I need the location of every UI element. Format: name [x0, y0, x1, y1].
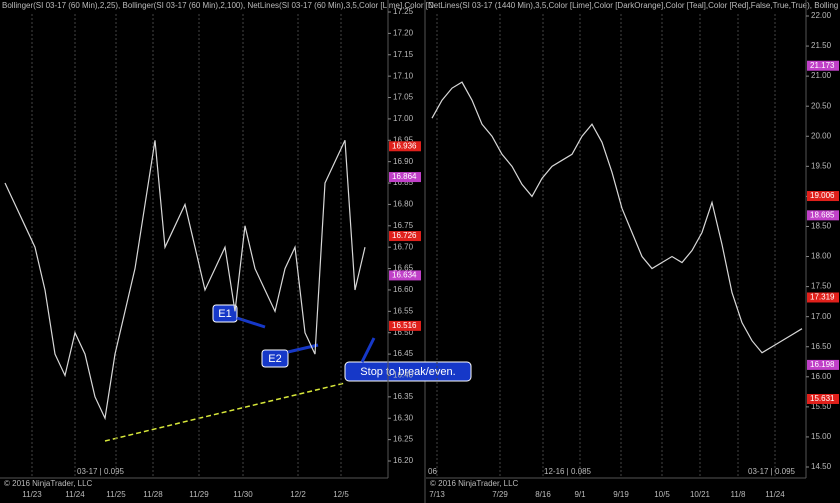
price-level-label: 16.864 [392, 172, 417, 181]
y-tick-label: 16.45 [393, 349, 414, 358]
price-level-box [807, 60, 839, 71]
y-tick-label: 15.00 [811, 432, 832, 441]
x-tick-label: 12/5 [333, 490, 349, 499]
x-tick-label: 9/1 [574, 490, 586, 499]
y-tick-label: 16.75 [393, 221, 414, 230]
y-tick-label: 16.25 [393, 435, 414, 444]
y-tick-label: 20.00 [811, 131, 832, 140]
price-line [4, 140, 366, 421]
y-tick-label: 16.95 [393, 135, 414, 144]
annotation-arrow [287, 343, 319, 354]
annotation-box [344, 361, 472, 382]
price-level-label: 17.319 [810, 293, 835, 302]
y-tick-label: 16.50 [393, 328, 414, 337]
y-tick-label: 21.50 [811, 41, 832, 50]
y-tick-label: 16.60 [393, 285, 414, 294]
x-tick-label: 10/5 [654, 490, 670, 499]
price-level-label: 16.936 [392, 141, 417, 150]
y-tick-label: 14.50 [811, 462, 832, 471]
price-level-label: 15.631 [810, 394, 835, 403]
y-tick-label: 16.30 [393, 413, 414, 422]
price-level-box [807, 210, 839, 221]
instrument-info: 06 [428, 467, 437, 476]
x-tick-label: 7/29 [492, 490, 508, 499]
x-tick-label: 11/29 [189, 490, 209, 499]
pane-header: NetLines(SI 03-17 (1440 Min),3,5,Color [… [428, 1, 838, 10]
price-level-label: 16.634 [392, 271, 417, 280]
annotation: Stop to break/even. [360, 366, 455, 378]
y-tick-label: 17.20 [393, 28, 414, 37]
y-tick-label: 16.35 [393, 392, 414, 401]
x-tick-label: 11/8 [731, 490, 747, 499]
annotation: E2 [268, 353, 281, 365]
y-tick-label: 15.50 [811, 402, 832, 411]
x-tick-label: 11/24 [65, 490, 85, 499]
x-tick-label: 11/25 [106, 490, 126, 499]
price-level-box [807, 191, 839, 202]
y-tick-label: 16.85 [393, 178, 414, 187]
y-tick-label: 17.00 [393, 114, 414, 123]
y-tick-label: 17.25 [393, 7, 414, 16]
x-tick-label: 11/24 [765, 490, 785, 499]
price-level-box [807, 393, 839, 404]
instrument-info: 12-16 | 0.085 [544, 467, 592, 476]
y-tick-label: 16.65 [393, 264, 414, 273]
pane-header: Bollinger(SI 03-17 (60 Min),2,25), Bolli… [2, 1, 434, 10]
x-tick-label: 12/2 [290, 490, 306, 499]
y-tick-label: 16.20 [393, 456, 414, 465]
annotation: E1 [218, 308, 231, 320]
y-tick-label: 18.50 [811, 222, 832, 231]
y-tick-label: 16.70 [393, 242, 414, 251]
price-level-box [389, 172, 421, 183]
y-tick-label: 19.50 [811, 161, 832, 170]
y-tick-label: 16.80 [393, 200, 414, 209]
price-level-box [389, 320, 421, 331]
price-level-box [807, 359, 839, 370]
trend-line [104, 382, 346, 442]
y-tick-label: 17.05 [393, 93, 414, 102]
price-level-label: 19.006 [810, 191, 835, 200]
price-level-label: 16.726 [392, 231, 417, 240]
price-level-label: 16.198 [810, 360, 835, 369]
price-level-box [389, 231, 421, 242]
instrument-info: 03-17 | 0.095 [748, 467, 796, 476]
y-tick-label: 17.50 [811, 282, 832, 291]
y-tick-label: 17.00 [811, 312, 832, 321]
price-level-box [807, 292, 839, 303]
annotation-arrow [360, 337, 376, 363]
x-tick-label: 8/16 [535, 490, 551, 499]
price-level-label: 18.685 [810, 210, 835, 219]
y-tick-label: 20.50 [811, 101, 832, 110]
y-tick-label: 16.50 [811, 342, 832, 351]
price-level-label: 16.516 [392, 321, 417, 330]
annotation-box [212, 304, 238, 323]
price-line [431, 81, 803, 354]
y-tick-label: 21.00 [811, 71, 832, 80]
annotation-arrow [236, 316, 266, 329]
price-level-label: 21.173 [810, 61, 835, 70]
copyright: © 2016 NinjaTrader, LLC [4, 479, 93, 488]
y-tick-label: 16.40 [393, 371, 414, 380]
y-tick-label: 22.00 [811, 11, 832, 20]
x-tick-label: 7/13 [429, 490, 445, 499]
instrument-info: 03-17 | 0.095 [77, 467, 125, 476]
x-tick-label: 11/28 [143, 490, 163, 499]
annotation-box [261, 349, 289, 368]
y-tick-label: 16.90 [393, 157, 414, 166]
price-level-box [389, 270, 421, 281]
y-tick-label: 18.00 [811, 252, 832, 261]
y-tick-label: 17.15 [393, 50, 414, 59]
x-tick-label: 11/30 [233, 490, 253, 499]
x-tick-label: 11/23 [22, 490, 42, 499]
x-tick-label: 10/21 [690, 490, 711, 499]
price-level-box [389, 141, 421, 152]
y-tick-label: 16.00 [811, 372, 832, 381]
x-tick-label: 9/19 [613, 490, 629, 499]
y-tick-label: 17.10 [393, 71, 414, 80]
copyright: © 2016 NinjaTrader, LLC [430, 479, 519, 488]
y-tick-label: 16.55 [393, 306, 414, 315]
